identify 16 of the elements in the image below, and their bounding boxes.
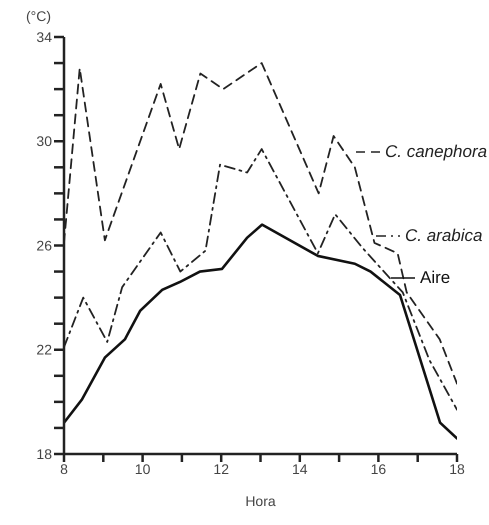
y-tick-label: 34	[36, 28, 52, 45]
x-tick-label: 8	[60, 460, 68, 477]
y-tick-label: 18	[36, 446, 52, 462]
x-axis-title: Hora	[245, 493, 276, 509]
x-tick-label: 14	[292, 460, 308, 477]
y-axis-title: (°C)	[26, 8, 52, 24]
y-tick-label: 22	[36, 342, 52, 358]
x-tick-label: 16	[370, 460, 386, 477]
x-tick-label: 10	[134, 460, 151, 477]
x-tick-label: 18	[449, 460, 465, 477]
legend-label: C. arabica	[405, 226, 482, 246]
x-tick-label: 12	[213, 460, 230, 477]
legend-label: Aire	[420, 268, 450, 288]
y-tick-label: 26	[36, 237, 52, 254]
legend-label: C. canephora	[385, 142, 488, 162]
y-tick-label: 30	[36, 133, 52, 150]
